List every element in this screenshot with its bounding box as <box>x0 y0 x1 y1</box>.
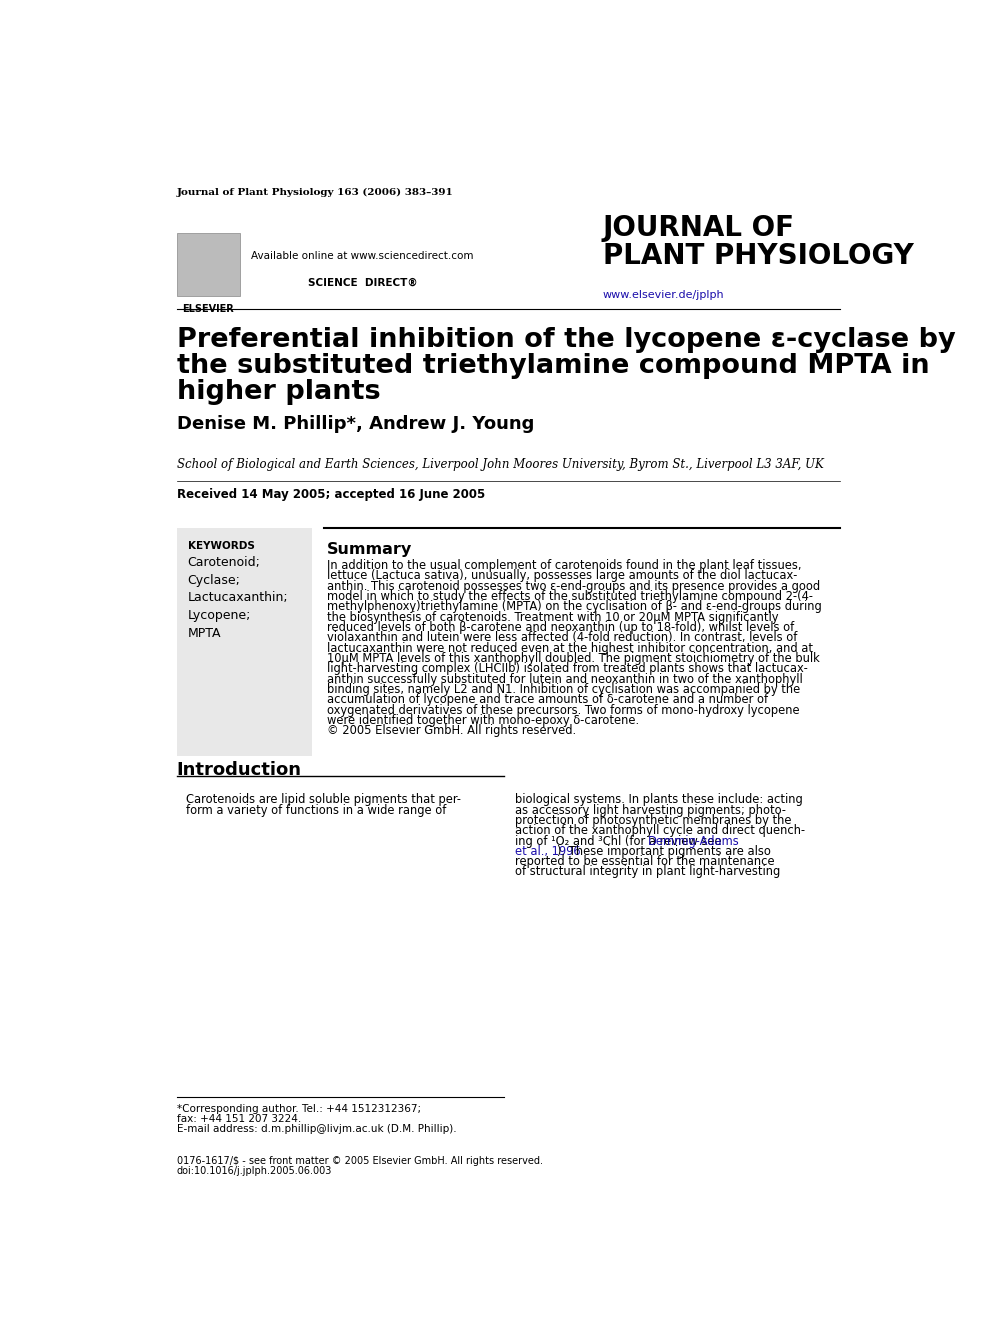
Text: www.elsevier.de/jplph: www.elsevier.de/jplph <box>603 290 724 300</box>
Text: anthin successfully substituted for lutein and neoxanthin in two of the xanthoph: anthin successfully substituted for lute… <box>327 672 803 685</box>
Text: Journal of Plant Physiology 163 (2006) 383–391: Journal of Plant Physiology 163 (2006) 3… <box>177 188 453 197</box>
Text: 10μM MPTA levels of this xanthophyll doubled. The pigment stoichiometry of the b: 10μM MPTA levels of this xanthophyll dou… <box>327 652 819 665</box>
Text: anthin. This carotenoid possesses two ε-end-groups and its presence provides a g: anthin. This carotenoid possesses two ε-… <box>327 579 820 593</box>
Text: In addition to the usual complement of carotenoids found in the plant leaf tissu: In addition to the usual complement of c… <box>327 560 802 572</box>
Text: ELSEVIER: ELSEVIER <box>183 303 234 314</box>
Text: JOURNAL OF: JOURNAL OF <box>603 214 795 242</box>
Text: the substituted triethylamine compound MPTA in: the substituted triethylamine compound M… <box>177 353 930 378</box>
Text: ing of ¹O₂ and ³Chl (for a review see: ing of ¹O₂ and ³Chl (for a review see <box>516 835 725 848</box>
Text: Denise M. Phillip*, Andrew J. Young: Denise M. Phillip*, Andrew J. Young <box>177 415 534 433</box>
Text: Lycopene;: Lycopene; <box>187 609 251 622</box>
Text: fax: +44 151 207 3224.: fax: +44 151 207 3224. <box>177 1114 301 1125</box>
Text: E-mail address: d.m.phillip@livjm.ac.uk (D.M. Phillip).: E-mail address: d.m.phillip@livjm.ac.uk … <box>177 1125 456 1134</box>
Text: 0176-1617/$ - see front matter © 2005 Elsevier GmbH. All rights reserved.: 0176-1617/$ - see front matter © 2005 El… <box>177 1156 543 1166</box>
FancyBboxPatch shape <box>177 233 240 296</box>
Text: higher plants: higher plants <box>177 378 380 405</box>
Text: biological systems. In plants these include: acting: biological systems. In plants these incl… <box>516 794 804 806</box>
Text: et al., 1996: et al., 1996 <box>516 845 581 857</box>
Text: methylphenoxy)triethylamine (MPTA) on the cyclisation of β- and ε-end-groups dur: methylphenoxy)triethylamine (MPTA) on th… <box>327 601 821 614</box>
Text: Carotenoids are lipid soluble pigments that per-: Carotenoids are lipid soluble pigments t… <box>186 794 461 806</box>
Text: protection of photosynthetic membranes by the: protection of photosynthetic membranes b… <box>516 814 792 827</box>
Text: the biosynthesis of carotenoids. Treatment with 10 or 20μM MPTA significantly: the biosynthesis of carotenoids. Treatme… <box>327 611 779 623</box>
Text: School of Biological and Earth Sciences, Liverpool John Moores University, Byrom: School of Biological and Earth Sciences,… <box>177 458 823 471</box>
Text: reduced levels of both β-carotene and neoxanthin (up to 18-fold), whilst levels : reduced levels of both β-carotene and ne… <box>327 620 795 634</box>
Text: © 2005 Elsevier GmbH. All rights reserved.: © 2005 Elsevier GmbH. All rights reserve… <box>327 724 576 737</box>
Text: Lactucaxanthin;: Lactucaxanthin; <box>187 591 288 605</box>
Text: model in which to study the effects of the substituted triethylamine compound 2-: model in which to study the effects of t… <box>327 590 813 603</box>
Text: Carotenoid;: Carotenoid; <box>187 556 261 569</box>
Text: lettuce (Lactuca sativa), unusually, possesses large amounts of the diol lactuca: lettuce (Lactuca sativa), unusually, pos… <box>327 569 798 582</box>
Text: as accessory light harvesting pigments; photo-: as accessory light harvesting pigments; … <box>516 803 787 816</box>
Text: light-harvesting complex (LHCIIb) isolated from treated plants shows that lactuc: light-harvesting complex (LHCIIb) isolat… <box>327 663 807 675</box>
Text: KEYWORDS: KEYWORDS <box>187 541 254 550</box>
Text: Received 14 May 2005; accepted 16 June 2005: Received 14 May 2005; accepted 16 June 2… <box>177 488 485 501</box>
Text: *Corresponding author. Tel.: +44 1512312367;: *Corresponding author. Tel.: +44 1512312… <box>177 1105 421 1114</box>
Text: violaxanthin and lutein were less affected (4-fold reduction). In contrast, leve: violaxanthin and lutein were less affect… <box>327 631 798 644</box>
FancyBboxPatch shape <box>177 528 312 755</box>
Text: action of the xanthophyll cycle and direct quench-: action of the xanthophyll cycle and dire… <box>516 824 806 837</box>
Text: doi:10.1016/j.jplph.2005.06.003: doi:10.1016/j.jplph.2005.06.003 <box>177 1166 332 1176</box>
Text: Cyclase;: Cyclase; <box>187 574 240 587</box>
Text: Demmig-Adams: Demmig-Adams <box>648 835 740 848</box>
Text: form a variety of functions in a wide range of: form a variety of functions in a wide ra… <box>186 803 446 816</box>
Text: lactucaxanthin were not reduced even at the highest inhibitor concentration, and: lactucaxanthin were not reduced even at … <box>327 642 813 655</box>
Text: Available online at www.sciencedirect.com: Available online at www.sciencedirect.co… <box>251 251 474 261</box>
Text: Preferential inhibition of the lycopene ε-cyclase by: Preferential inhibition of the lycopene … <box>177 327 955 353</box>
Text: SCIENCE  DIRECT®: SCIENCE DIRECT® <box>308 278 418 288</box>
Text: Summary: Summary <box>327 542 413 557</box>
Text: PLANT PHYSIOLOGY: PLANT PHYSIOLOGY <box>603 242 914 270</box>
Text: ). These important pigments are also: ). These important pigments are also <box>558 845 771 857</box>
Text: oxygenated derivatives of these precursors. Two forms of mono-hydroxy lycopene: oxygenated derivatives of these precurso… <box>327 704 800 717</box>
Text: binding sites, namely L2 and N1. Inhibition of cyclisation was accompanied by th: binding sites, namely L2 and N1. Inhibit… <box>327 683 801 696</box>
Text: of structural integrity in plant light-harvesting: of structural integrity in plant light-h… <box>516 865 781 878</box>
Text: Introduction: Introduction <box>177 761 302 779</box>
Text: MPTA: MPTA <box>187 627 221 640</box>
Text: accumulation of lycopene and trace amounts of δ-carotene and a number of: accumulation of lycopene and trace amoun… <box>327 693 768 706</box>
Text: reported to be essential for the maintenance: reported to be essential for the mainten… <box>516 855 775 868</box>
Text: were identified together with mono-epoxy δ-carotene.: were identified together with mono-epoxy… <box>327 714 639 726</box>
